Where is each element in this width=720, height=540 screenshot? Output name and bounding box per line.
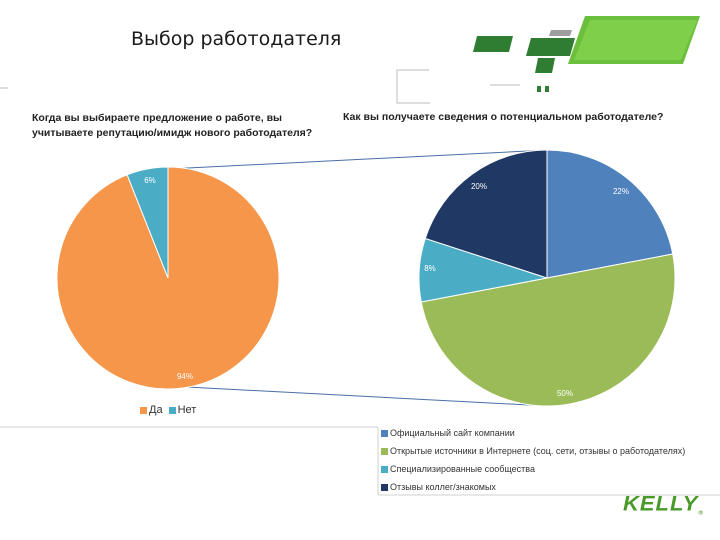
pie1-data-label-1: 6% bbox=[144, 176, 156, 185]
logo-text: KELLY bbox=[623, 491, 699, 516]
deco-outline-1 bbox=[396, 69, 430, 104]
legend-item-communities: Специализированные сообщества bbox=[381, 460, 685, 478]
chart1-legend: Да Нет bbox=[140, 404, 198, 416]
pie1-data-label-0: 94% bbox=[177, 372, 193, 381]
pie2-data-label-0: 22% bbox=[613, 187, 629, 196]
legend-swatch-communities bbox=[381, 465, 388, 473]
legend-label-open-sources: Открытые источники в Интернете (соц. сет… bbox=[390, 446, 686, 456]
deco-shape-6 bbox=[535, 58, 555, 73]
deco-shape-3 bbox=[526, 38, 575, 56]
legend-label-no: Нет bbox=[177, 404, 197, 416]
page-title: Выбор работодателя bbox=[131, 28, 342, 50]
pie2-slice-3 bbox=[424, 149, 548, 279]
legend-item-open-sources: Открытые источники в Интернете (соц. сет… bbox=[381, 442, 685, 460]
chart2-title: Как вы получаете сведения о потенциально… bbox=[343, 111, 664, 123]
legend-label-official-site: Официальный сайт компании bbox=[390, 428, 515, 438]
pie2-data-label-1: 50% bbox=[557, 389, 573, 398]
pie2-slice-0 bbox=[546, 149, 674, 279]
kelly-logo: KELLY® bbox=[623, 492, 704, 517]
deco-shape-8 bbox=[545, 86, 549, 92]
legend-swatch-official-site bbox=[381, 429, 388, 437]
chart2-legend: Официальный сайт компании Открытые источ… bbox=[381, 424, 685, 496]
logo-registered-mark: ® bbox=[698, 510, 704, 517]
chart1-title: Когда вы выбираете предложение о работе,… bbox=[32, 112, 313, 139]
legend-swatch-no bbox=[168, 406, 176, 414]
legend-label-colleagues: Отзывы коллег/знакомых bbox=[390, 482, 496, 492]
deco-shape-1 bbox=[473, 36, 513, 52]
pie2-data-label-2: 8% bbox=[424, 264, 436, 273]
connector-line-top bbox=[147, 149, 549, 171]
deco-shape-2 bbox=[549, 30, 572, 36]
legend-swatch-yes bbox=[140, 406, 147, 414]
legend-label-communities: Специализированные сообщества bbox=[390, 464, 535, 474]
legend-label-yes: Да bbox=[149, 404, 163, 416]
pie2-data-label-3: 20% bbox=[471, 182, 487, 191]
legend-swatch-open-sources bbox=[381, 447, 388, 455]
legend-item-colleagues: Отзывы коллег/знакомых bbox=[381, 478, 685, 496]
chart-frame bbox=[0, 87, 720, 496]
pie2-slice-1 bbox=[420, 253, 676, 407]
legend-swatch-colleagues bbox=[381, 483, 388, 491]
deco-shape-5 bbox=[574, 20, 697, 60]
legend-item-yes: Да bbox=[140, 404, 163, 416]
legend-item-no: Нет bbox=[168, 404, 197, 416]
pie-chart-employer-reputation: 94% 6% bbox=[56, 166, 280, 390]
pie-chart-information-sources: 22% 50% 8% 20% bbox=[418, 149, 676, 407]
decorative-header-shapes bbox=[396, 16, 700, 104]
pie1-slice-1 bbox=[126, 166, 169, 279]
connector-line-bottom bbox=[167, 385, 549, 407]
deco-shape-7 bbox=[537, 86, 541, 92]
legend-item-official-site: Официальный сайт компании bbox=[381, 424, 685, 442]
